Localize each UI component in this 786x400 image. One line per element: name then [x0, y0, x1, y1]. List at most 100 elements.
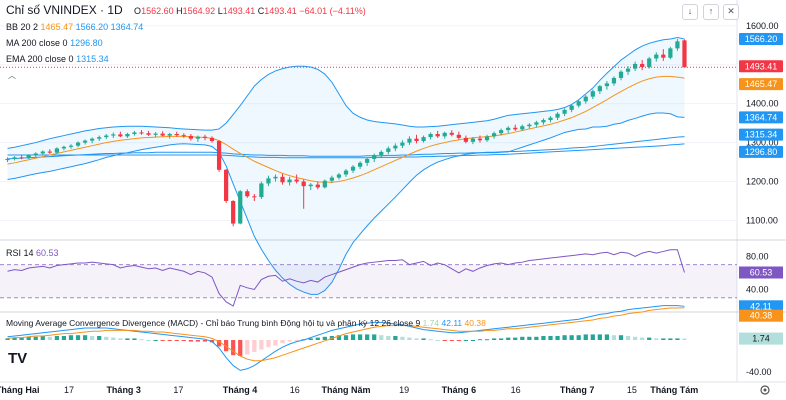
candle: [329, 177, 335, 181]
candle: [167, 134, 172, 136]
candle: [414, 138, 419, 142]
macd-hist-bar: [132, 338, 137, 340]
macd-hist-bar: [414, 338, 419, 340]
macd-hist-bar: [632, 336, 638, 340]
ema-badge: 1315.34: [739, 128, 783, 141]
settings-icon[interactable]: [760, 385, 770, 395]
ema-legend[interactable]: EMA 200 close 0 1315.34: [6, 54, 109, 64]
candle: [139, 132, 144, 134]
candle: [224, 169, 229, 201]
ma-badge: 1296.80: [739, 145, 783, 158]
macd-badge: 42.11: [739, 300, 783, 313]
macd-hist-bar: [520, 336, 525, 340]
candle: [640, 63, 645, 68]
candle: [379, 151, 384, 156]
candle: [125, 134, 130, 137]
time-tick-label: 17: [173, 385, 183, 395]
candle: [19, 157, 24, 159]
macd-hist-bar: [174, 340, 179, 341]
rsi-tick-label: 40.00: [746, 284, 769, 294]
bb-basis-line: [7, 75, 685, 183]
candle: [181, 135, 186, 137]
macd-hist-bar: [26, 336, 31, 340]
macd-hist-bar: [421, 338, 426, 340]
candle: [527, 124, 532, 127]
ma-legend[interactable]: MA 200 close 0 1296.80: [6, 38, 103, 48]
candle: [294, 179, 299, 182]
macd-hist-bar: [491, 338, 497, 340]
macd-hist-bar: [463, 340, 468, 341]
candle: [90, 138, 95, 141]
macd-hist-bar: [33, 336, 38, 340]
macd-hist-bar: [548, 336, 553, 340]
macd-hist-bar: [611, 335, 617, 340]
candle: [33, 153, 38, 156]
macd-hist-bar: [280, 340, 285, 344]
candle: [5, 158, 10, 161]
macd-hist-bar: [541, 336, 546, 340]
candle: [238, 191, 243, 224]
macd-legend[interactable]: Moving Average Convergence Divergence (M…: [6, 318, 486, 328]
candle: [252, 196, 257, 198]
rsi-legend[interactable]: RSI 14 60.53: [6, 248, 59, 258]
macd-hist-bar: [668, 338, 673, 340]
macd-hist-bar: [19, 337, 24, 340]
candle: [12, 157, 17, 159]
candle: [202, 136, 208, 138]
candle: [231, 200, 236, 224]
macd-hist-bar: [188, 340, 193, 342]
candle: [590, 91, 595, 97]
macd-hist-bar: [534, 336, 539, 340]
arrow-down-icon[interactable]: ↓: [682, 4, 698, 20]
candle: [675, 41, 680, 49]
macd-hist-bar: [625, 336, 631, 340]
candle: [146, 133, 151, 135]
candle: [449, 132, 454, 135]
macd-hist-bar: [357, 334, 363, 340]
candle: [611, 77, 617, 84]
macd-hist-bar: [682, 338, 687, 340]
svg-text:1465.47: 1465.47: [745, 79, 778, 89]
macd-hist-bar: [231, 340, 236, 356]
bb-legend[interactable]: BB 20 2 1465.47 1566.20 1364.74: [6, 22, 144, 32]
close-price-badge: 1493.41: [739, 60, 783, 73]
candle: [372, 155, 377, 159]
chevron-up-icon[interactable]: ︿: [8, 71, 16, 80]
macd-hist-bar: [238, 340, 243, 356]
rsi-line: [7, 249, 685, 307]
candle: [343, 170, 349, 175]
candle: [188, 135, 193, 139]
macd-hist-bar: [139, 339, 144, 341]
candle: [365, 158, 370, 163]
candle: [357, 162, 363, 167]
svg-text:1493.41: 1493.41: [745, 61, 778, 71]
macd-hist-bar: [386, 336, 391, 340]
macd-hist-bar: [513, 337, 518, 340]
macd-hist-bar: [12, 337, 17, 340]
candle: [625, 68, 631, 72]
candle: [541, 119, 546, 123]
macd-hist-bar: [259, 340, 264, 350]
candle: [132, 132, 137, 135]
macd-hist-bar: [350, 334, 356, 340]
macd-hist-bar: [654, 338, 659, 340]
candle: [111, 134, 116, 136]
bb-lower-line: [7, 112, 685, 295]
arrow-up-icon[interactable]: ↑: [703, 4, 719, 20]
macd-hist-bar: [90, 336, 95, 340]
macd-hist-bar: [202, 340, 208, 342]
macd-hist-bar: [181, 340, 186, 341]
macd-hist-bar: [111, 337, 116, 340]
macd-hist-bar: [393, 336, 398, 340]
time-tick-label: Tháng 7: [560, 385, 595, 395]
candle: [407, 138, 412, 143]
macd-hist-bar: [97, 336, 102, 340]
candle: [301, 181, 306, 187]
close-icon[interactable]: ✕: [723, 4, 739, 20]
macd-hist-bar: [365, 334, 370, 340]
svg-text:42.11: 42.11: [750, 301, 772, 311]
macd-hist-bar: [68, 335, 74, 340]
candle: [668, 48, 673, 58]
candle: [308, 184, 313, 187]
